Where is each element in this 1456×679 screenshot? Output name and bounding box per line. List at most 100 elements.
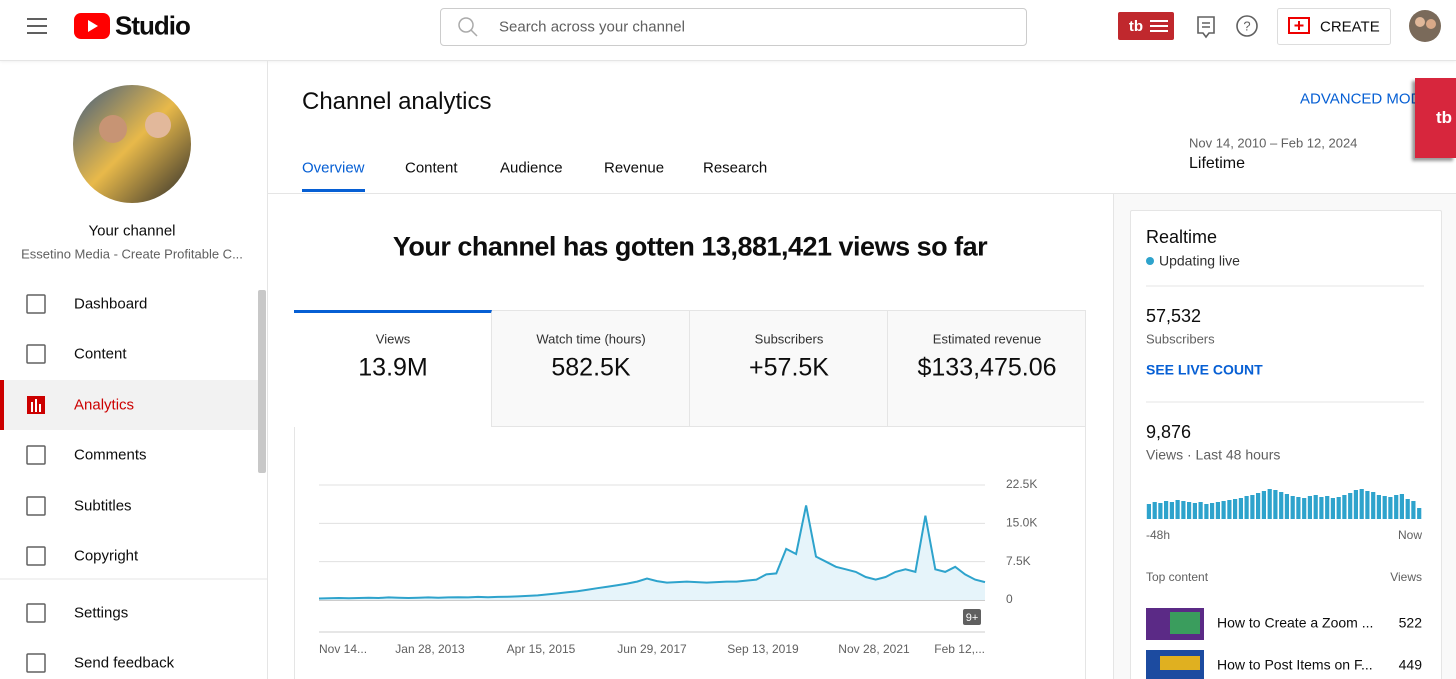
tubebuddy-tab[interactable] [1415,78,1456,158]
realtime-bar [1221,501,1226,519]
avatar-person [99,115,127,143]
x-tick-label: Jan 28, 2013 [395,642,465,656]
feedback-icon[interactable] [1197,16,1215,39]
title: Realtime [1146,227,1217,247]
realtime-bar [1319,497,1324,519]
realtime-bar [1388,497,1393,519]
advanced-mode[interactable]: ADVANCED MOD [1300,90,1422,108]
create-plus [1294,21,1304,30]
sidebar [0,61,268,679]
realtime-bar [1198,502,1203,519]
realtime-bar [1348,493,1353,519]
realtime-content: Realtime Updating live 57,532 Subscribers SE… [1146,227,1424,679]
nav-icon [27,396,45,414]
realtime-bar [1394,495,1399,519]
metric-card[interactable] [888,310,1086,427]
metric-value: +57.5K [749,353,829,382]
metric-card[interactable] [294,310,492,427]
nav-item[interactable]: Dashboard [74,295,148,313]
badge-label: 9+ [966,612,979,624]
channel-name: Essetino Media - Create Profitable C... [21,246,243,262]
search-placeholder: Search across your channel [499,18,685,36]
realtime-bar [1307,496,1312,519]
views: 522 [1399,615,1423,631]
x-tick-label: Nov 14... [319,642,367,656]
x-tick-label: Apr 15, 2015 [507,642,576,656]
channel-title: Your channel [88,222,176,240]
nav-item[interactable]: Send feedback [74,654,175,672]
nav-icon [26,496,46,516]
search-box[interactable] [440,8,1027,46]
tab[interactable]: Content [405,159,458,177]
realtime-bar [1210,503,1215,519]
menu-icon[interactable] [27,18,47,34]
thumbnail-art [1170,612,1200,634]
views-header: Views [1390,570,1422,584]
tabs-divider [268,193,1456,194]
icon-shape [39,404,41,412]
realtime-bar [1365,491,1370,519]
nav-item[interactable]: Settings [74,604,129,622]
tubebuddy-button[interactable] [1118,12,1174,40]
realtime-bar [1169,502,1174,519]
create-icon [1288,17,1310,34]
scrollbar [258,290,266,473]
realtime-bar [1296,497,1301,519]
area [319,505,985,600]
avatar-face [1426,19,1436,29]
realtime-bar [1371,492,1376,519]
metric-card[interactable] [492,310,690,427]
icon-shape [26,653,46,673]
nav-item[interactable]: Copyright [74,547,139,565]
help-icon[interactable] [1236,15,1258,37]
avatar[interactable] [1409,10,1441,42]
start-label: -48h [1146,528,1170,542]
nav-item[interactable]: Content [74,345,127,363]
studio-logo-text: Studio [115,10,191,41]
realtime-bar [1279,492,1284,519]
badge [963,609,981,625]
nav-item[interactable]: Subtitles [74,497,132,515]
metric-card[interactable] [690,310,888,427]
realtime-bar [1261,491,1266,519]
icon-shape [26,546,46,566]
top-content: Top content [1146,570,1209,584]
nav-icon [26,546,46,566]
page-title: Channel analytics [302,88,492,115]
tab[interactable]: Research [703,159,768,177]
realtime-bar [1417,508,1422,519]
create-label: CREATE [1320,18,1380,36]
icon-shape [26,344,46,364]
tab[interactable]: Overview [302,159,365,177]
help-mark: ? [1243,18,1250,33]
period[interactable]: Lifetime [1189,155,1246,172]
nav-item[interactable]: Analytics [74,396,135,414]
realtime-bar [1192,503,1197,519]
realtime-bar [1353,490,1358,519]
tab[interactable]: Revenue [604,159,665,177]
play-icon [88,20,98,32]
title: How to Post Items on F... [1217,657,1373,673]
realtime-bar [1256,493,1261,519]
realtime-bar [1302,498,1307,519]
nav-active-bar [0,380,4,430]
realtime-bar [1290,496,1295,519]
y-tick-label: 7.5K [1006,554,1031,568]
realtime-bar [1164,501,1169,519]
metric-label: Watch time (hours) [536,331,646,347]
header [0,0,1456,61]
thumbnail-art [1160,656,1200,670]
realtime-bar [1273,490,1278,519]
realtime-bar [1227,500,1232,519]
x-tick-label: Nov 28, 2021 [838,642,910,656]
tab[interactable]: Audience [500,159,563,177]
realtime-bar [1399,494,1404,519]
views: 449 [1399,657,1423,673]
tb-icon: tb [1129,18,1143,35]
metric-value: $133,475.06 [917,353,1057,382]
realtime-bar [1359,489,1364,519]
nav-item[interactable]: Comments [74,446,147,464]
realtime-bar [1411,501,1416,519]
